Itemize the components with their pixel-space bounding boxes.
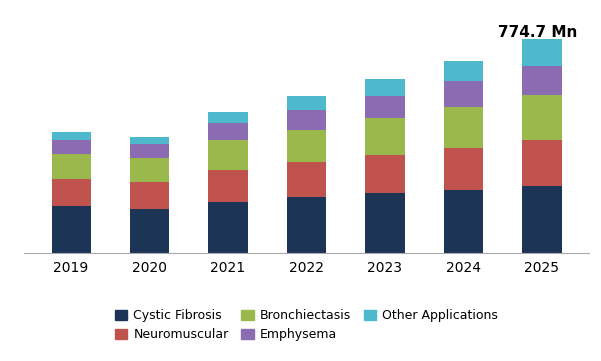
Bar xyxy=(444,106,483,148)
Bar xyxy=(287,110,326,130)
Bar xyxy=(365,118,404,155)
Legend: Cystic Fibrosis, Neuromuscular, Bronchiectasis, Emphysema, Other Applications: Cystic Fibrosis, Neuromuscular, Bronchie… xyxy=(111,305,502,345)
Bar xyxy=(365,96,404,118)
Bar xyxy=(52,139,91,154)
Bar xyxy=(522,139,561,186)
Bar xyxy=(522,39,561,66)
Bar xyxy=(52,206,91,253)
Text: 774.7 Mn: 774.7 Mn xyxy=(498,25,578,40)
Bar xyxy=(287,162,326,197)
Bar xyxy=(209,202,248,253)
Bar xyxy=(444,148,483,190)
Bar xyxy=(522,66,561,95)
Bar xyxy=(209,113,248,123)
Bar xyxy=(522,186,561,253)
Bar xyxy=(130,144,169,158)
Bar xyxy=(365,79,404,96)
Bar xyxy=(444,190,483,253)
Bar xyxy=(209,170,248,202)
Bar xyxy=(130,158,169,182)
Bar xyxy=(130,209,169,253)
Bar xyxy=(52,154,91,179)
Bar xyxy=(444,61,483,81)
Bar xyxy=(52,132,91,139)
Bar xyxy=(52,179,91,206)
Bar xyxy=(130,182,169,209)
Bar xyxy=(130,137,169,144)
Bar xyxy=(365,193,404,253)
Bar xyxy=(287,197,326,253)
Bar xyxy=(522,95,561,139)
Bar xyxy=(444,81,483,106)
Bar xyxy=(365,155,404,193)
Bar xyxy=(287,96,326,110)
Bar xyxy=(209,123,248,140)
Bar xyxy=(287,130,326,162)
Bar xyxy=(209,140,248,170)
